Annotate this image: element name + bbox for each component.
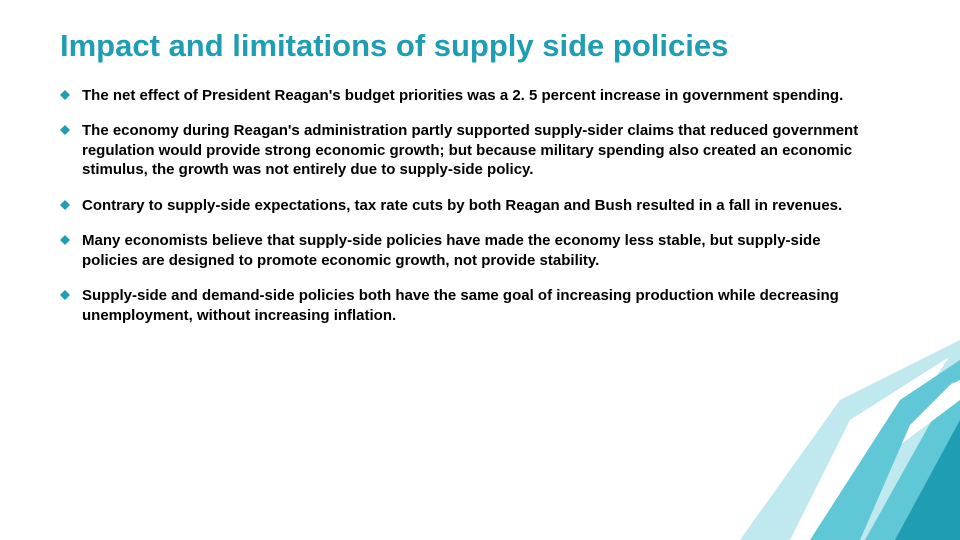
bullet-text: The net effect of President Reagan's bud…: [82, 87, 843, 104]
diamond-bullet-icon: [60, 90, 70, 100]
bullet-text: Many economists believe that supply-side…: [82, 232, 821, 269]
decor-shard: [780, 380, 960, 540]
decor-shard: [810, 360, 960, 540]
bullet-text: The economy during Reagan's administrati…: [82, 122, 858, 178]
decor-shard: [740, 340, 960, 540]
diamond-bullet-icon: [60, 235, 70, 245]
decor-shard: [895, 420, 960, 540]
decor-shard: [865, 370, 960, 540]
bullet-text: Contrary to supply-side expectations, ta…: [82, 197, 842, 214]
diamond-bullet-icon: [60, 125, 70, 135]
bullet-text: Supply-side and demand-side policies bot…: [82, 287, 839, 324]
diamond-bullet-icon: [60, 290, 70, 300]
corner-decoration: [660, 340, 960, 540]
bullet-item: Contrary to supply-side expectations, ta…: [60, 196, 860, 216]
bullet-item: Supply-side and demand-side policies bot…: [60, 286, 860, 325]
bullet-item: The net effect of President Reagan's bud…: [60, 86, 860, 106]
bullet-item: Many economists believe that supply-side…: [60, 231, 860, 270]
slide-title: Impact and limitations of supply side po…: [60, 28, 900, 64]
slide: Impact and limitations of supply side po…: [0, 0, 960, 540]
bullet-list: The net effect of President Reagan's bud…: [60, 86, 900, 326]
diamond-bullet-icon: [60, 200, 70, 210]
decor-shard: [830, 340, 960, 540]
bullet-item: The economy during Reagan's administrati…: [60, 121, 860, 180]
